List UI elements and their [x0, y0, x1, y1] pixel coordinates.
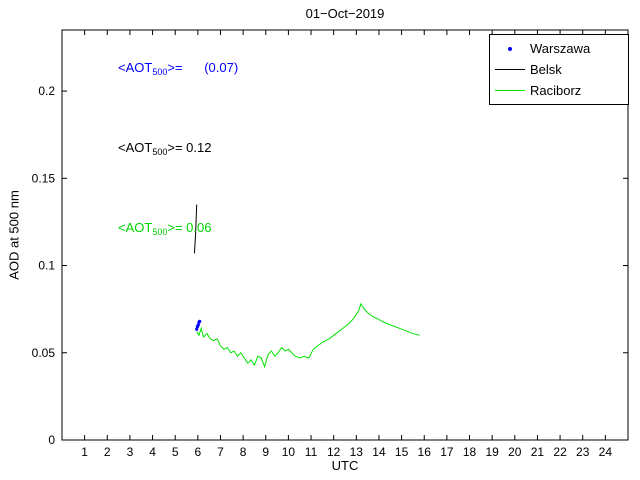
- annotation-value: >= 0.12: [167, 140, 212, 155]
- series-line-raciborz: [196, 302, 420, 369]
- y-tick-label: 0.1: [38, 259, 55, 273]
- x-tick-label: 15: [395, 445, 409, 459]
- legend-marker-cell: [490, 90, 530, 91]
- line-marker-icon: [495, 69, 525, 70]
- annotation-subscript: 500: [152, 67, 168, 77]
- scatter-point-warszawa: [198, 319, 202, 323]
- y-axis-label: AOD at 500 nm: [6, 190, 22, 280]
- x-tick-label: 16: [418, 445, 432, 459]
- y-tick-label: 0.2: [38, 84, 55, 98]
- x-tick-label: 8: [240, 445, 247, 459]
- legend: Warszawa Belsk Raciborz: [489, 34, 629, 105]
- annotation-text: <AOT: [118, 220, 153, 235]
- x-tick-label: 6: [194, 445, 201, 459]
- x-tick-label: 22: [553, 445, 567, 459]
- scatter-point-warszawa: [196, 323, 200, 327]
- y-tick-label: 0.05: [32, 346, 56, 360]
- legend-item-belsk: Belsk: [490, 59, 628, 80]
- legend-item-raciborz: Raciborz: [490, 80, 628, 101]
- legend-label: Raciborz: [530, 83, 582, 98]
- x-tick-label: 2: [104, 445, 111, 459]
- line-marker-icon: [495, 90, 525, 91]
- x-tick-label: 14: [372, 445, 386, 459]
- x-tick-label: 18: [463, 445, 477, 459]
- annotation-text: <AOT: [118, 140, 153, 155]
- x-tick-label: 9: [262, 445, 269, 459]
- x-tick-label: 4: [149, 445, 156, 459]
- dot-marker-icon: [508, 46, 512, 51]
- y-tick-label: 0.15: [32, 171, 56, 185]
- x-tick-label: 21: [531, 445, 545, 459]
- x-tick-label: 5: [172, 445, 179, 459]
- annotation-subscript: 500: [152, 227, 168, 237]
- x-tick-label: 1: [81, 445, 88, 459]
- x-tick-label: 3: [127, 445, 134, 459]
- x-tick-label: 23: [576, 445, 590, 459]
- legend-marker-cell: [490, 69, 530, 70]
- x-tick-label: 20: [508, 445, 522, 459]
- annotation-text: <AOT: [118, 60, 153, 75]
- series-line-belsk: [193, 204, 198, 254]
- legend-item-warszawa: Warszawa: [490, 38, 628, 59]
- legend-marker-cell: [490, 46, 530, 51]
- x-tick-label: 19: [485, 445, 499, 459]
- x-axis-label: UTC: [331, 458, 359, 473]
- legend-label: Warszawa: [530, 41, 591, 56]
- annotation-value: >= 0.06: [167, 220, 212, 235]
- x-tick-label: 11: [305, 445, 318, 459]
- axes-box: [61, 29, 629, 441]
- x-tick-label: 17: [440, 445, 454, 459]
- x-tick-label: 10: [282, 445, 296, 459]
- x-tick-label: 24: [599, 445, 613, 459]
- chart-title: 01−Oct−2019: [305, 6, 385, 21]
- annotation-value: >= (0.07): [167, 60, 239, 75]
- annotation-warszawa-mean: <AOT500>= (0.07): [118, 60, 238, 77]
- annotation-raciborz-mean: <AOT500>= 0.06: [118, 220, 211, 237]
- x-tick-label: 7: [217, 445, 224, 459]
- x-tick-label: 13: [350, 445, 364, 459]
- scatter-point-warszawa: [195, 327, 199, 331]
- y-tick-label: 0: [48, 433, 55, 447]
- legend-label: Belsk: [530, 62, 562, 77]
- x-tick-label: 12: [327, 445, 341, 459]
- annotation-belsk-mean: <AOT500>= 0.12: [118, 140, 211, 157]
- annotation-subscript: 500: [152, 147, 168, 157]
